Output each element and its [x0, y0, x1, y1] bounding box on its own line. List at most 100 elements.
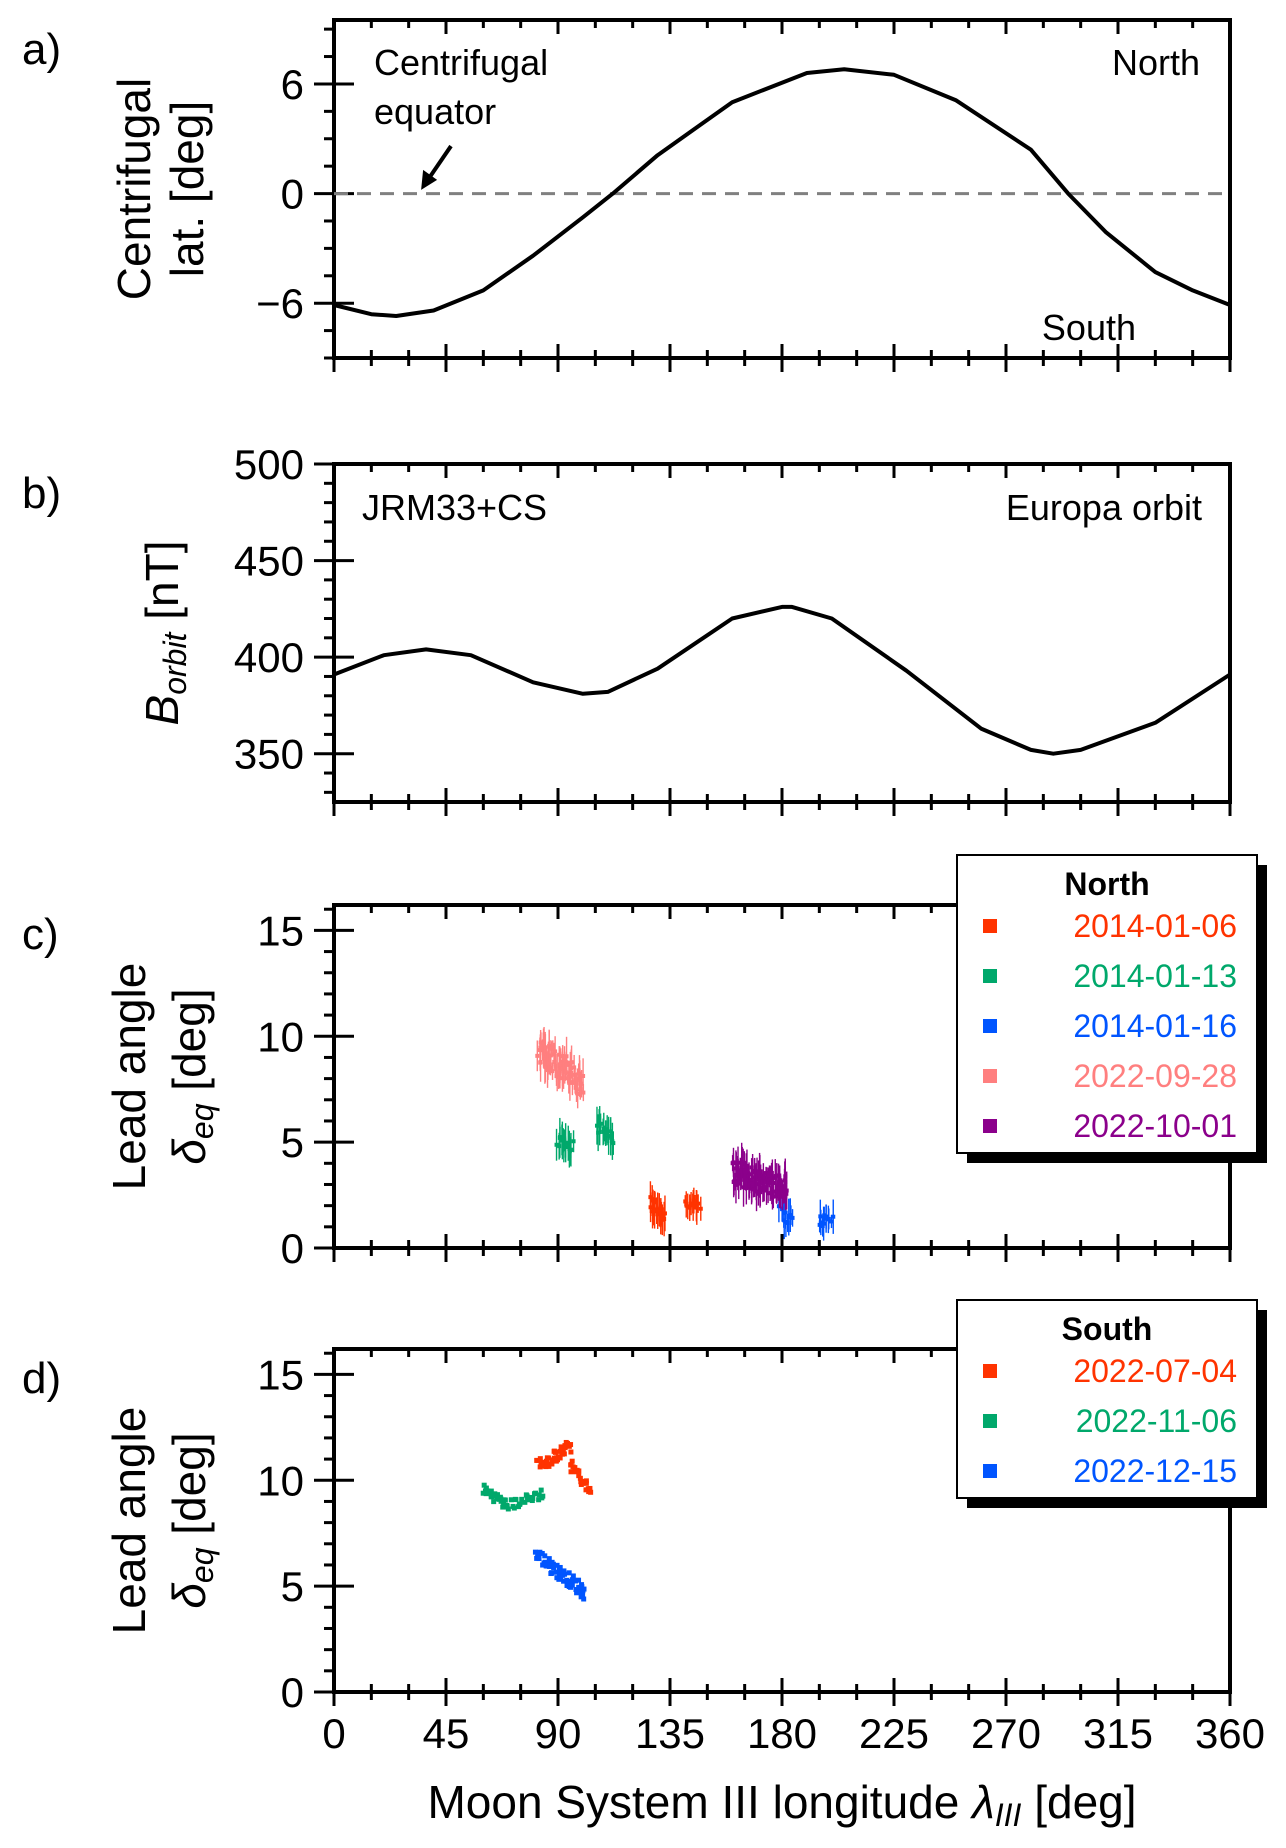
data-point: [488, 1491, 494, 1497]
data-point: [573, 1578, 579, 1584]
data-point: [776, 1180, 781, 1185]
data-point: [500, 1504, 506, 1510]
data-point: [605, 1131, 610, 1136]
y-axis-label-symbol: δ: [163, 1139, 215, 1165]
y-axis-label-line2: δeq [deg]: [163, 1432, 220, 1608]
data-point: [576, 1468, 582, 1474]
data-point: [569, 1581, 575, 1587]
data-point: [554, 1142, 559, 1147]
x-axis-label-symbol: λ: [969, 1776, 995, 1828]
data-point: [552, 1449, 558, 1455]
x-tick-label: 315: [1083, 1710, 1153, 1757]
data-point: [685, 1204, 690, 1209]
data-point: [545, 1068, 550, 1073]
legend-marker: [983, 1414, 997, 1428]
data-point: [572, 1065, 577, 1070]
data-point: [544, 1053, 549, 1058]
data-point: [494, 1492, 500, 1498]
data-point: [741, 1161, 746, 1166]
data-point: [650, 1209, 655, 1214]
series-2022-09-28: [535, 1026, 586, 1109]
panel-label: b): [22, 469, 61, 518]
data-point: [572, 1465, 578, 1471]
equator-annotation-line2: equator: [374, 91, 496, 132]
data-point: [566, 1578, 572, 1584]
y-tick-label: 15: [257, 1351, 304, 1398]
data-point: [763, 1179, 768, 1184]
y-tick-label: 10: [257, 1457, 304, 1504]
data-point: [790, 1215, 795, 1220]
data-point: [562, 1443, 568, 1449]
data-point: [568, 1442, 574, 1448]
data-point: [557, 1455, 563, 1461]
data-point: [573, 1587, 579, 1593]
south-annotation: South: [1042, 307, 1136, 348]
y-axis-label-line1: Lead angle: [103, 1407, 155, 1635]
data-point: [576, 1473, 582, 1479]
panel-label: a): [22, 25, 61, 74]
data-point: [538, 1060, 543, 1065]
data-point: [491, 1499, 497, 1505]
x-tick-label: 180: [747, 1710, 817, 1757]
data-point: [566, 1075, 571, 1080]
data-point: [779, 1186, 784, 1191]
legend-label: 2022-09-28: [1073, 1058, 1237, 1094]
data-point: [551, 1565, 557, 1571]
series-2022-11-06: [480, 1482, 546, 1512]
y-axis-label-subscript: orbit: [157, 631, 193, 694]
data-point: [553, 1049, 558, 1054]
data-point: [784, 1191, 789, 1196]
y-axis-label: Borbit [nT]: [136, 541, 193, 726]
data-point: [508, 1497, 514, 1503]
data-point: [764, 1171, 769, 1176]
y-tick-label: 450: [234, 538, 304, 585]
data-point: [648, 1195, 653, 1200]
data-point: [762, 1185, 767, 1190]
y-tick-label: 5: [281, 1563, 304, 1610]
data-point: [576, 1068, 581, 1073]
data-point: [536, 1497, 542, 1503]
data-point: [736, 1177, 741, 1182]
legend-label: 2022-10-01: [1073, 1108, 1237, 1144]
data-point: [563, 1069, 568, 1074]
x-tick-label: 45: [423, 1710, 470, 1757]
data-point: [782, 1184, 787, 1189]
series-2014-01-13: [554, 1106, 616, 1168]
data-point: [783, 1179, 788, 1184]
data-point: [566, 1570, 572, 1576]
y-tick-label: 400: [234, 634, 304, 681]
data-point: [569, 1060, 574, 1065]
legend-title: North: [1064, 866, 1149, 902]
y-tick-label: 0: [281, 1225, 304, 1272]
data-point: [570, 1080, 575, 1085]
series-2022-12-15: [532, 1549, 587, 1602]
data-point: [587, 1485, 593, 1491]
legend-marker: [983, 1119, 997, 1133]
data-point: [569, 1458, 575, 1464]
data-point: [517, 1501, 523, 1507]
data-point: [558, 1444, 564, 1450]
data-point: [556, 1572, 562, 1578]
legend-label: 2014-01-06: [1073, 908, 1237, 944]
data-point: [564, 1062, 569, 1067]
data-point: [561, 1451, 567, 1457]
data-point: [573, 1469, 579, 1475]
data-point: [550, 1069, 555, 1074]
data-point: [544, 1459, 550, 1465]
data-point: [553, 1063, 558, 1068]
x-axis-label-text: Moon System III longitude: [427, 1776, 972, 1828]
data-point: [543, 1464, 549, 1470]
data-point: [505, 1506, 511, 1512]
y-axis-label-symbol: δ: [163, 1583, 215, 1609]
data-point: [691, 1203, 696, 1208]
data-point: [741, 1185, 746, 1190]
data-point: [749, 1165, 754, 1170]
data-point: [767, 1178, 772, 1183]
legend-marker: [983, 919, 997, 933]
y-tick-label: 350: [234, 731, 304, 778]
data-point: [758, 1188, 763, 1193]
data-point: [588, 1489, 594, 1495]
data-point: [788, 1213, 793, 1218]
